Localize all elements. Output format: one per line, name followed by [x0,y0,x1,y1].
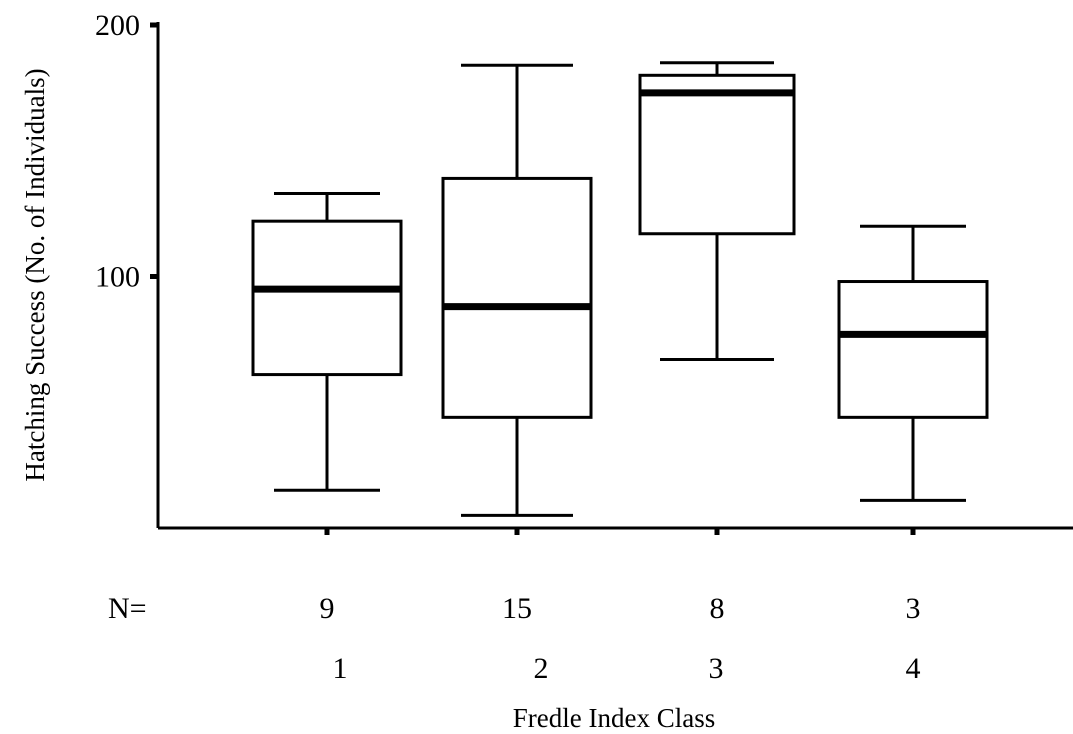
n-labels: 9 15 8 3 [320,592,921,625]
n-count-label: 15 [502,592,532,625]
x-axis-ticks [324,528,916,535]
iqr-box [441,176,593,419]
n-count-label: 8 [710,592,725,625]
category-label: 1 [333,652,348,685]
y-tick-label: 100 [95,261,140,294]
iqr-box [837,280,989,419]
y-tick-label: 200 [95,9,140,42]
box-group [251,61,989,517]
y-axis-title: Hatching Success (No. of Individuals) [20,68,50,481]
box-1 [251,192,403,492]
category-label: 2 [534,652,549,685]
box-4 [837,224,989,502]
box-3 [638,61,796,361]
x-axis-title: Fredle Index Class [513,703,715,733]
category-label: 4 [906,652,921,685]
y-axis-ticks: 100 200 [95,9,158,294]
n-prefix-label: N= [108,592,147,625]
category-labels: 1 2 3 4 [333,652,921,685]
n-count-label: 3 [906,592,921,625]
box-2 [441,63,593,517]
n-count-label: 9 [320,592,335,625]
iqr-box [251,219,403,377]
category-label: 3 [709,652,724,685]
iqr-box [638,73,796,236]
